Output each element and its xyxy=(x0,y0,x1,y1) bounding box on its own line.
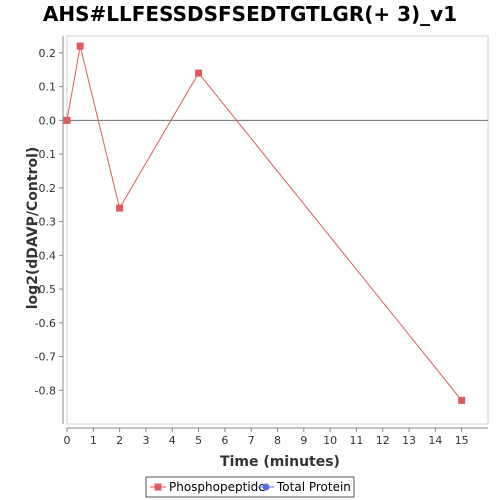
y-tick-label: -0.1 xyxy=(35,148,56,161)
plot-background xyxy=(66,35,489,425)
x-tick-label: 2 xyxy=(116,434,123,447)
x-tick-label: 15 xyxy=(455,434,469,447)
x-tick-label: 12 xyxy=(376,434,390,447)
legend-square-marker xyxy=(154,483,162,491)
x-tick-label: 14 xyxy=(428,434,442,447)
data-point xyxy=(76,42,84,50)
y-tick-label: -0.7 xyxy=(35,351,56,364)
x-tick-label: 1 xyxy=(90,434,97,447)
y-tick-label: 0.1 xyxy=(39,81,57,94)
x-tick-label: 3 xyxy=(142,434,149,447)
x-tick-label: 8 xyxy=(274,434,281,447)
legend-entry-label: Total Protein xyxy=(276,480,351,494)
y-axis: 0.2 0.1 0.0 -0.1 -0.2 -0.3 -0.4 -0.5 -0.6 -0.7 -0.… xyxy=(35,36,64,424)
x-tick-label: 13 xyxy=(402,434,416,447)
x-axis-label: Time (minutes) xyxy=(220,454,340,470)
y-tick-label: -0.6 xyxy=(35,317,56,330)
x-axis: 0 1 2 3 4 5 6 7 8 9 10 11 12 13 14 15 xyxy=(64,427,488,447)
y-tick-label: -0.2 xyxy=(35,182,56,195)
data-point xyxy=(458,396,466,404)
y-axis-label: log2(dDAVP/Control) xyxy=(25,147,41,310)
data-point xyxy=(116,204,124,212)
series-layer xyxy=(63,42,466,404)
data-point xyxy=(63,116,71,124)
x-tick-label: 0 xyxy=(64,434,71,447)
x-tick-label: 7 xyxy=(248,434,255,447)
x-tick-label: 4 xyxy=(169,434,176,447)
x-tick-label: 11 xyxy=(349,434,363,447)
y-tick-label: 0.2 xyxy=(39,47,57,60)
chart-title: AHS#LLFESSDSFSEDTGTLGR(+ 3)_v1 xyxy=(42,2,458,26)
legend-box xyxy=(145,476,355,498)
legend-circle-marker xyxy=(262,483,270,491)
y-tick-label: -0.4 xyxy=(35,249,56,262)
plot-area xyxy=(66,35,489,425)
y-tick-label: 0.0 xyxy=(39,114,57,127)
x-tick-label: 6 xyxy=(221,434,228,447)
x-tick-label: 10 xyxy=(323,434,337,447)
data-point xyxy=(195,69,203,77)
y-tick-label: -0.8 xyxy=(35,384,56,397)
legend: Phosphopeptide Total Protein xyxy=(145,476,355,498)
y-tick-label: -0.5 xyxy=(35,283,56,296)
legend-entry-label: Phosphopeptide xyxy=(169,480,266,494)
x-tick-label: 5 xyxy=(195,434,202,447)
x-tick-label: 9 xyxy=(300,434,307,447)
y-tick-label: -0.3 xyxy=(35,216,56,229)
